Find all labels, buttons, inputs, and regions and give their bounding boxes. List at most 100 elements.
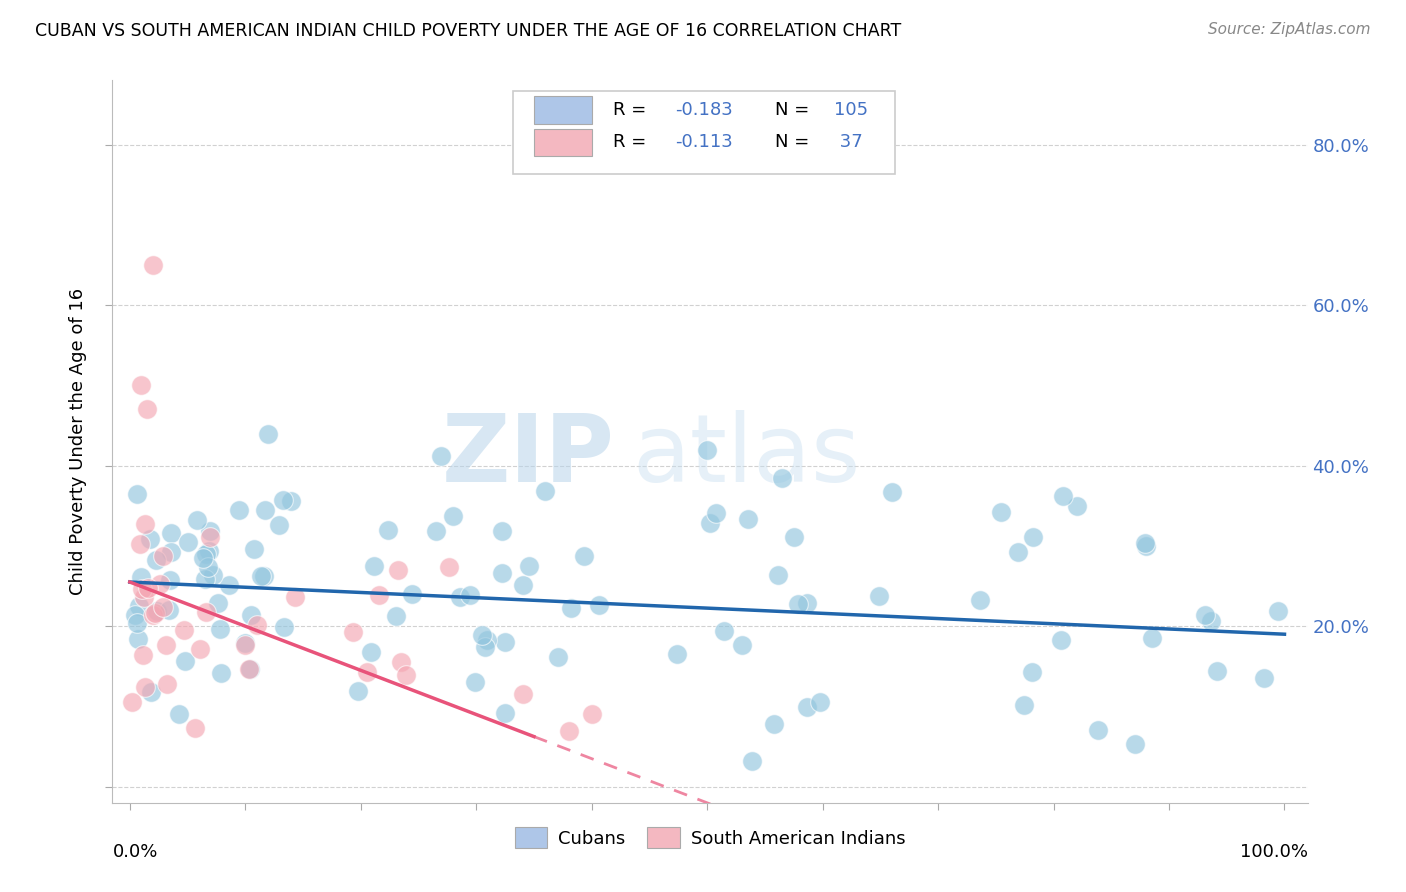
Point <box>145 553 167 567</box>
Point <box>429 449 451 463</box>
Point <box>253 503 276 517</box>
Point <box>401 587 423 601</box>
Point <box>233 636 256 650</box>
Point <box>367 588 389 602</box>
Legend: Cubans, South American Indians: Cubans, South American Indians <box>508 820 912 855</box>
Point <box>347 683 370 698</box>
Point <box>233 639 256 653</box>
Point <box>389 655 412 669</box>
Point <box>1066 499 1088 513</box>
Point <box>699 516 721 531</box>
Point <box>128 537 150 551</box>
Text: Source: ZipAtlas.com: Source: ZipAtlas.com <box>1208 22 1371 37</box>
Point <box>228 503 250 517</box>
Point <box>207 596 229 610</box>
Point <box>209 622 232 636</box>
Point <box>200 530 222 544</box>
Point <box>197 560 219 574</box>
Point <box>157 603 180 617</box>
Point <box>124 608 146 623</box>
Point <box>363 559 385 574</box>
Point <box>1135 536 1157 550</box>
Point <box>209 666 232 681</box>
Point <box>1194 608 1216 623</box>
Point <box>188 642 211 657</box>
FancyBboxPatch shape <box>513 91 896 174</box>
Point <box>1140 632 1163 646</box>
Point <box>512 687 534 701</box>
Point <box>269 517 291 532</box>
Point <box>737 511 759 525</box>
Point <box>441 509 464 524</box>
Point <box>155 677 177 691</box>
Point <box>246 617 269 632</box>
Point <box>139 532 162 546</box>
Point <box>149 577 172 591</box>
Point <box>271 492 294 507</box>
Point <box>159 574 181 588</box>
Point <box>139 685 162 699</box>
Point <box>127 632 149 646</box>
Point <box>253 569 276 583</box>
Point <box>458 588 481 602</box>
Point <box>240 608 263 623</box>
Bar <box>534 128 592 156</box>
Point <box>782 530 804 544</box>
Point <box>464 674 486 689</box>
Point <box>808 695 831 709</box>
Point <box>257 426 280 441</box>
Point <box>384 609 406 624</box>
Point <box>494 635 516 649</box>
Point <box>990 505 1012 519</box>
Point <box>762 717 785 731</box>
Point <box>143 606 166 620</box>
Point <box>169 706 191 721</box>
Point <box>127 487 149 501</box>
Point <box>134 517 156 532</box>
Point <box>547 649 569 664</box>
Point <box>131 378 153 392</box>
Point <box>1052 489 1074 503</box>
Point <box>395 668 418 682</box>
Point <box>173 655 195 669</box>
Text: R =: R = <box>613 101 652 119</box>
Point <box>533 483 555 498</box>
Point <box>1021 665 1043 679</box>
Point <box>159 525 181 540</box>
Point <box>696 442 718 457</box>
Text: 0.0%: 0.0% <box>112 843 157 861</box>
Point <box>588 598 610 612</box>
Text: 105: 105 <box>834 101 869 119</box>
Bar <box>534 96 592 124</box>
Point <box>581 707 603 722</box>
Point <box>152 600 174 615</box>
Point <box>787 597 810 611</box>
Point <box>731 638 754 652</box>
Point <box>201 567 224 582</box>
Point <box>152 549 174 563</box>
Point <box>471 628 494 642</box>
Point <box>198 524 221 538</box>
Text: 100.0%: 100.0% <box>1240 843 1308 861</box>
Point <box>741 755 763 769</box>
Point <box>491 524 513 538</box>
Point <box>129 570 152 584</box>
Point <box>125 615 148 630</box>
Point <box>250 568 273 582</box>
Point <box>194 573 217 587</box>
Point <box>437 560 460 574</box>
Point <box>474 640 496 654</box>
Point <box>796 596 818 610</box>
Point <box>242 542 264 557</box>
Point <box>1007 545 1029 559</box>
Point <box>138 581 160 595</box>
Point <box>1199 614 1222 628</box>
Point <box>238 662 260 676</box>
Point <box>768 567 790 582</box>
Point <box>572 549 595 563</box>
Point <box>342 625 364 640</box>
Point <box>425 524 447 538</box>
Point <box>387 564 409 578</box>
Text: atlas: atlas <box>633 410 860 502</box>
Point <box>882 485 904 500</box>
